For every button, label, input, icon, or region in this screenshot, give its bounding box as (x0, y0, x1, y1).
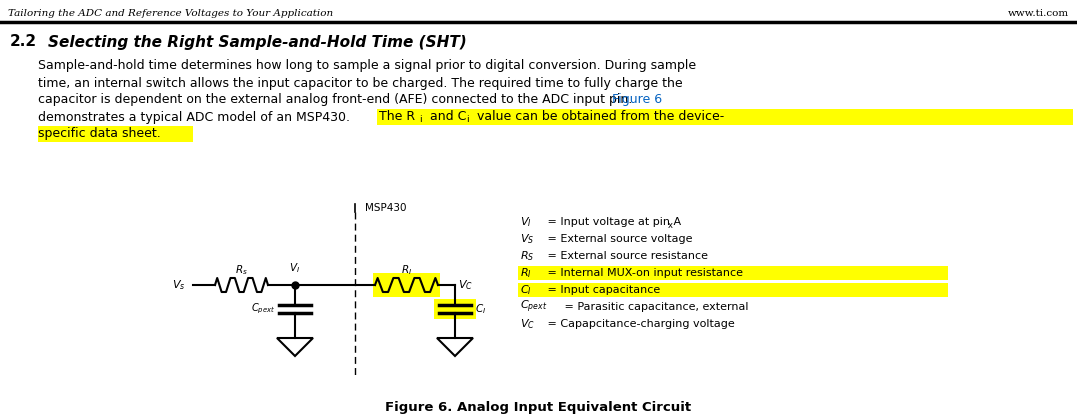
Text: $C_{pext}$: $C_{pext}$ (520, 299, 547, 315)
Text: $V_C$: $V_C$ (520, 317, 535, 331)
Text: value can be obtained from the device-: value can be obtained from the device- (473, 110, 724, 123)
Text: $V_I$: $V_I$ (290, 261, 300, 275)
Text: The R: The R (379, 110, 415, 123)
Bar (377, 109, 1073, 125)
Text: Sample-and-hold time determines how long to sample a signal prior to digital con: Sample-and-hold time determines how long… (38, 59, 696, 72)
Text: $C_I$: $C_I$ (475, 302, 486, 316)
Text: Tailoring the ADC and Reference Voltages to Your Application: Tailoring the ADC and Reference Voltages… (8, 10, 333, 18)
Bar (434, 299, 476, 319)
Text: i: i (419, 115, 421, 125)
Text: = Parasitic capacitance, external: = Parasitic capacitance, external (561, 302, 749, 312)
Text: = Input voltage at pin A: = Input voltage at pin A (545, 217, 682, 227)
Text: 2.2: 2.2 (10, 35, 37, 49)
Bar (373, 273, 440, 297)
Text: specific data sheet.: specific data sheet. (38, 127, 160, 140)
Text: $C_{pext}$: $C_{pext}$ (251, 302, 275, 316)
Bar (518, 283, 948, 297)
Text: $R_S$: $R_S$ (520, 249, 534, 263)
Text: MSP430: MSP430 (365, 203, 406, 213)
Text: Selecting the Right Sample-and-Hold Time (SHT): Selecting the Right Sample-and-Hold Time… (48, 35, 466, 49)
Text: $V_S$: $V_S$ (520, 232, 534, 246)
Text: $V_C$: $V_C$ (458, 278, 473, 292)
Text: and C: and C (426, 110, 466, 123)
Text: = Internal MUX-on input resistance: = Internal MUX-on input resistance (545, 268, 743, 278)
Text: $C_I$: $C_I$ (520, 283, 532, 297)
Text: = Input capacitance: = Input capacitance (545, 285, 661, 295)
Text: $R_s$: $R_s$ (235, 263, 248, 277)
Text: = Capapcitance-charging voltage: = Capapcitance-charging voltage (545, 319, 736, 329)
Text: demonstrates a typical ADC model of an MSP430.: demonstrates a typical ADC model of an M… (38, 110, 350, 123)
Text: i: i (466, 115, 468, 125)
Text: $V_s$: $V_s$ (171, 278, 185, 292)
Text: $R_I$: $R_I$ (401, 263, 412, 277)
Bar (38, 126, 193, 142)
Text: $R_I$: $R_I$ (520, 266, 532, 280)
Text: time, an internal switch allows the input capacitor to be charged. The required : time, an internal switch allows the inpu… (38, 76, 683, 89)
Text: capacitor is dependent on the external analog front-end (AFE) connected to the A: capacitor is dependent on the external a… (38, 94, 632, 107)
Text: Figure 6. Analog Input Equivalent Circuit: Figure 6. Analog Input Equivalent Circui… (386, 402, 691, 415)
Text: x: x (668, 221, 672, 229)
Text: = External source voltage: = External source voltage (545, 234, 693, 244)
Text: = External source resistance: = External source resistance (545, 251, 709, 261)
Text: $V_I$: $V_I$ (520, 215, 532, 229)
Text: www.ti.com: www.ti.com (1008, 10, 1069, 18)
Text: Figure 6: Figure 6 (612, 94, 662, 107)
Bar (518, 266, 948, 280)
